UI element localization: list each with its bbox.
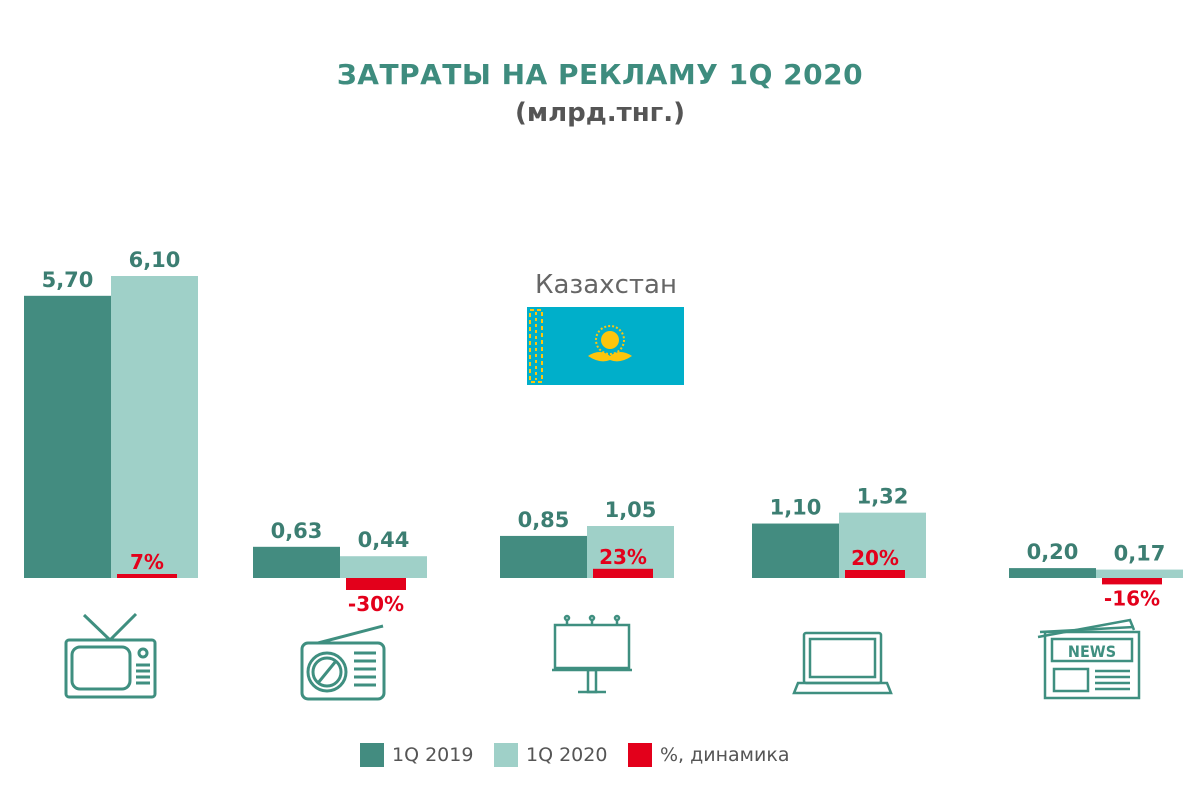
bar-press-2019	[1009, 568, 1096, 578]
change-bar-internet	[845, 570, 905, 578]
billboard-icon	[552, 614, 632, 694]
data-label-internet-2020: 1,32	[857, 485, 909, 509]
legend-item-2019: 1Q 2019	[360, 740, 473, 770]
chart-subtitle: (млрд.тнг.)	[514, 98, 686, 128]
country-label: Казахстан	[535, 270, 677, 300]
change-label-press: -16%	[1104, 586, 1160, 610]
change-label-tv: 7%	[130, 550, 164, 574]
change-label-radio: -30%	[348, 592, 404, 616]
data-label-radio-2020: 0,44	[358, 528, 410, 552]
laptop-icon	[792, 631, 893, 695]
data-label-internet-2019: 1,10	[770, 496, 822, 520]
legend-item-change: %, динамика	[628, 740, 789, 770]
legend-swatch-2020	[494, 743, 518, 767]
bar-tv-2020	[111, 276, 198, 578]
legend-label-change: %, динамика	[660, 744, 790, 766]
radio-icon	[300, 624, 386, 701]
bar-radio-2019	[253, 546, 340, 578]
data-label-press-2020: 0,17	[1114, 542, 1166, 566]
bar-tv-2019	[24, 295, 111, 578]
tv-icon	[64, 612, 157, 699]
legend-label-2019: 1Q 2019	[392, 744, 474, 766]
change-bar-radio	[346, 578, 406, 590]
bar-radio-2020	[340, 556, 427, 578]
legend-item-2020: 1Q 2020	[494, 740, 607, 770]
kazakhstan-flag	[527, 307, 684, 385]
sun-icon	[595, 325, 625, 355]
chart-title: ЗАТРАТЫ НА РЕКЛАМУ 1Q 2020	[336, 58, 864, 91]
change-bar-tv	[117, 574, 177, 578]
bar-internet-2019	[752, 523, 839, 578]
bar-outdoor-2019	[500, 535, 587, 578]
bar-internet-2020	[839, 512, 926, 578]
newspaper-icon-text: NEWS	[1068, 642, 1116, 661]
change-bar-outdoor	[593, 568, 653, 578]
change-label-internet: 20%	[851, 546, 899, 570]
eagle-icon	[588, 352, 632, 362]
legend-label-2020: 1Q 2020	[526, 744, 608, 766]
data-label-outdoor-2020: 1,05	[605, 498, 657, 522]
data-label-outdoor-2019: 0,85	[518, 508, 570, 532]
data-label-tv-2019: 5,70	[42, 268, 94, 292]
legend-swatch-2019	[360, 743, 384, 767]
data-label-press-2019: 0,20	[1027, 540, 1079, 564]
newspaper-icon: NEWS	[1037, 618, 1141, 700]
legend-swatch-change	[628, 743, 652, 767]
data-label-radio-2019: 0,63	[271, 519, 323, 543]
bar-press-2020	[1096, 569, 1183, 578]
legend: 1Q 2019 1Q 2020 %, динамика	[0, 740, 1200, 770]
change-label-outdoor: 23%	[599, 545, 647, 569]
data-label-tv-2020: 6,10	[129, 248, 181, 272]
change-bar-press	[1102, 578, 1162, 585]
